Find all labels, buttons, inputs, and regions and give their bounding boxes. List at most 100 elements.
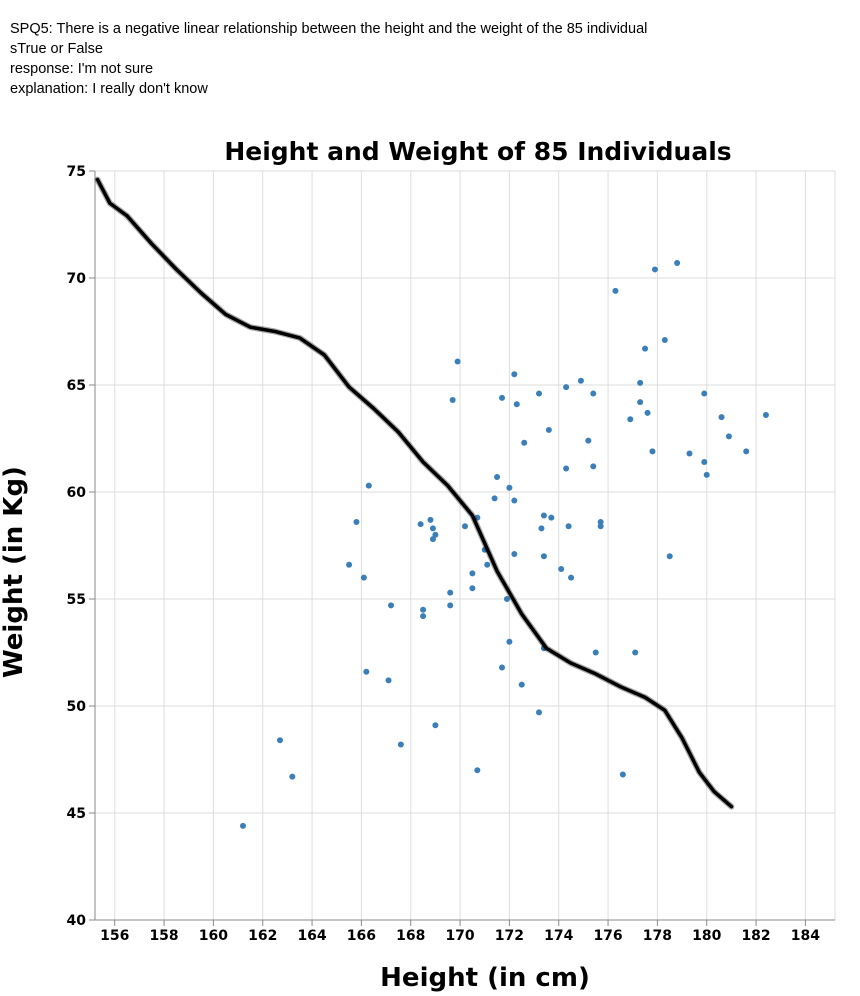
data-point xyxy=(432,722,439,729)
data-point xyxy=(518,681,525,688)
x-tick-label: 160 xyxy=(199,928,228,944)
x-tick-label: 174 xyxy=(544,928,573,944)
data-point xyxy=(548,514,555,521)
x-tick-label: 178 xyxy=(643,928,672,944)
data-point xyxy=(565,523,572,530)
data-point xyxy=(637,399,644,406)
data-point xyxy=(563,384,570,391)
data-point xyxy=(585,437,592,444)
data-point xyxy=(661,337,668,344)
data-point xyxy=(429,525,436,532)
x-tick-label: 162 xyxy=(248,928,277,944)
data-point xyxy=(649,448,656,455)
data-point xyxy=(462,523,468,530)
data-point xyxy=(637,379,644,386)
data-point xyxy=(365,482,372,489)
annotation-line-shadow xyxy=(94,176,735,810)
x-tick-label: 164 xyxy=(297,928,326,944)
data-point xyxy=(420,613,427,620)
annotation-layer xyxy=(94,176,735,810)
data-point xyxy=(592,649,599,656)
y-tick-label: 45 xyxy=(67,806,86,822)
y-tick-label: 75 xyxy=(67,164,86,180)
question-text: SPQ5: There is a negative linear relatio… xyxy=(10,21,648,37)
data-point xyxy=(632,649,639,656)
data-point xyxy=(511,497,518,504)
data-point xyxy=(277,737,283,744)
data-point xyxy=(666,553,673,560)
data-points xyxy=(240,260,769,829)
x-tick-label: 182 xyxy=(741,928,770,944)
data-point xyxy=(447,602,454,609)
data-point xyxy=(538,525,545,532)
data-point xyxy=(454,358,461,365)
data-point xyxy=(346,561,353,568)
x-tick-label: 172 xyxy=(495,928,524,944)
grid-lines xyxy=(94,170,836,921)
data-point xyxy=(469,585,476,592)
data-point xyxy=(597,518,604,525)
y-tick-label: 60 xyxy=(67,485,87,501)
x-tick-label: 184 xyxy=(791,928,820,944)
question-header: SPQ5: There is a negative linear relatio… xyxy=(10,19,850,99)
data-point xyxy=(536,709,542,716)
x-tick-label: 158 xyxy=(149,928,178,944)
data-point xyxy=(432,531,439,538)
y-tick-label: 40 xyxy=(67,913,87,929)
data-point xyxy=(674,260,681,267)
data-point xyxy=(619,771,626,778)
data-point xyxy=(499,664,505,671)
y-tick-label: 55 xyxy=(67,592,86,608)
data-point xyxy=(642,345,649,352)
data-point xyxy=(474,767,481,774)
data-point xyxy=(491,495,498,502)
data-point xyxy=(651,266,658,273)
data-point xyxy=(701,390,708,397)
data-point xyxy=(513,401,520,408)
data-point xyxy=(568,574,575,581)
data-point xyxy=(686,450,693,457)
x-tick-label: 176 xyxy=(593,928,622,944)
x-tick-label: 166 xyxy=(347,928,376,944)
data-point xyxy=(499,394,505,401)
data-point xyxy=(701,459,708,466)
data-point xyxy=(718,414,725,421)
data-point xyxy=(484,561,491,568)
data-point xyxy=(540,553,547,560)
data-point xyxy=(506,484,513,491)
data-point xyxy=(725,433,732,440)
data-point xyxy=(469,570,476,577)
explanation-text: explanation: I really don't know xyxy=(10,81,208,97)
plot-frame xyxy=(94,170,836,921)
y-axis-title: Weight (in Kg) xyxy=(0,466,29,678)
data-point xyxy=(385,677,392,684)
data-point xyxy=(289,773,296,780)
data-point xyxy=(494,474,501,481)
data-point xyxy=(417,521,424,528)
data-point xyxy=(590,463,597,470)
data-point xyxy=(521,439,528,446)
data-point xyxy=(762,411,769,418)
data-point xyxy=(627,416,634,423)
x-axis-title: Height (in cm) xyxy=(380,963,590,993)
data-point xyxy=(597,523,604,530)
data-point xyxy=(612,287,619,294)
data-point xyxy=(397,741,404,748)
data-point xyxy=(447,589,454,596)
x-tick-label: 180 xyxy=(692,928,721,944)
data-point xyxy=(506,638,513,645)
data-point xyxy=(353,518,360,525)
chart-title: Height and Weight of 85 Individuals xyxy=(224,137,731,166)
data-point xyxy=(511,551,518,558)
data-point xyxy=(644,409,651,416)
data-point xyxy=(511,371,518,378)
data-point xyxy=(563,465,570,472)
data-point xyxy=(360,574,367,581)
data-point xyxy=(743,448,750,455)
annotation-line xyxy=(95,177,734,809)
data-point xyxy=(536,390,542,397)
data-point xyxy=(420,606,427,613)
data-point xyxy=(503,596,510,602)
data-point xyxy=(240,822,246,829)
